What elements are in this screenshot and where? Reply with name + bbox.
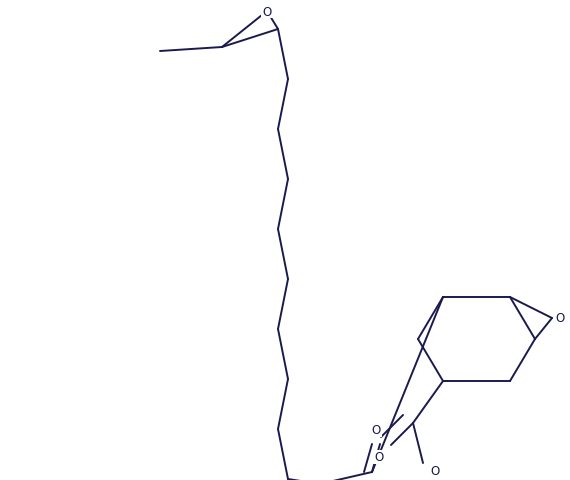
Text: O: O [262, 5, 272, 18]
Text: O: O [430, 465, 439, 478]
Text: O: O [374, 451, 384, 464]
Text: O: O [372, 424, 381, 437]
Text: O: O [555, 312, 565, 325]
